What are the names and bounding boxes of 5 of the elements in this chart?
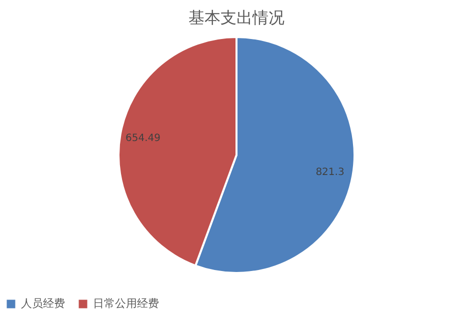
legend-label: 人员经费 xyxy=(21,297,65,310)
legend-label: 日常公用经费 xyxy=(93,297,159,310)
chart-title: 基本支出情况 xyxy=(188,8,284,27)
data-label: 821.3 xyxy=(316,166,344,178)
data-label: 654.49 xyxy=(125,133,160,144)
